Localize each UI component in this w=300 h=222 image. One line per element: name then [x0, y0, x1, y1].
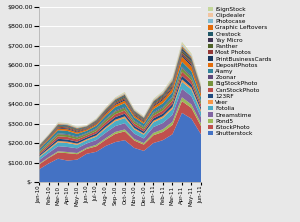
- Legend: iSignStock, Clipdealer, Photocase, Graphic Leftovers, Crestock, Yay Micro, Panth: iSignStock, Clipdealer, Photocase, Graph…: [207, 6, 272, 137]
